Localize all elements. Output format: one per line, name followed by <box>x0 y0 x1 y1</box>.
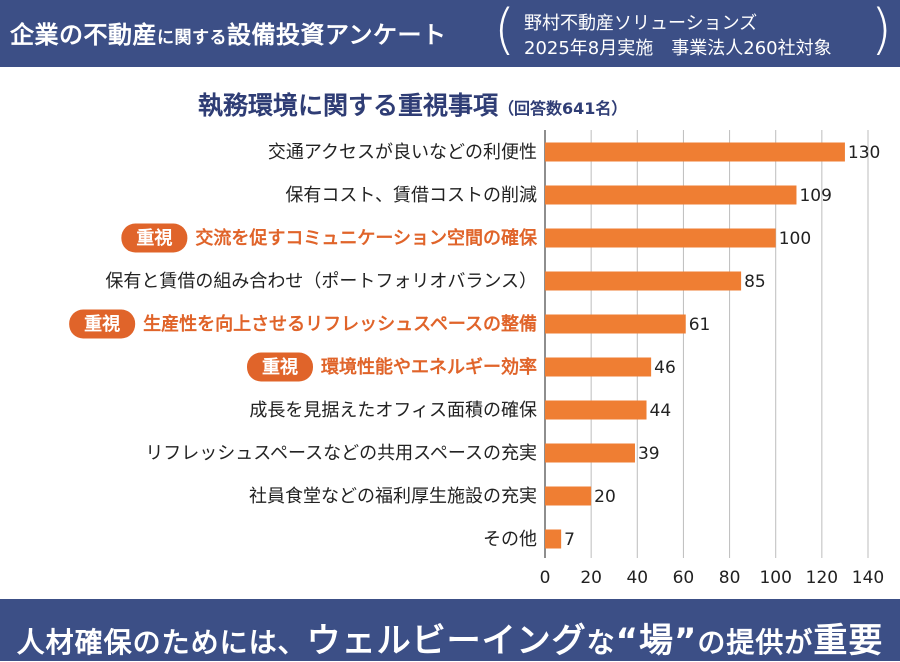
category-label-3: 交流を促すコミュニケーション空間の確保 <box>195 227 538 249</box>
value-label-10: 7 <box>564 530 575 550</box>
bar-1 <box>545 142 845 162</box>
emphasis-badge-label-3: 重視 <box>136 227 172 249</box>
footer-message: 人材確保のためには、ウェルビーイングな“場”の提供が重要 <box>0 613 900 662</box>
category-label-8: リフレッシュスペースなどの共用スペースの充実 <box>145 443 537 464</box>
category-label-1: 交通アクセスが良いなどの利便性 <box>268 142 537 163</box>
category-label-5: 生産性を向上させるリフレッシュスペースの整備 <box>143 313 537 335</box>
right-paren: ) <box>870 0 892 61</box>
chart-title-note: （回答数641名） <box>498 99 628 118</box>
x-tick-label-80: 80 <box>719 568 741 588</box>
survey-title-part-a: 企業の不動産 <box>10 21 157 49</box>
bar-5 <box>545 314 686 334</box>
value-label-4: 85 <box>744 272 766 292</box>
category-label-2: 保有コスト、賃借コストの削減 <box>285 185 537 206</box>
category-label-7: 成長を見据えたオフィス面積の確保 <box>249 400 537 421</box>
emphasis-badge-5 <box>69 309 136 339</box>
bar-7 <box>545 400 647 420</box>
value-label-3: 100 <box>779 229 811 249</box>
footer-part-4: “場” <box>615 621 698 661</box>
value-label-1: 130 <box>848 143 880 163</box>
chart-title-main: 執務環境に関する重視事項 <box>198 91 499 120</box>
survey-title-part-b: に関する <box>157 28 227 48</box>
source-company: 野村不動産ソリューションズ <box>524 13 758 34</box>
bar-2 <box>545 185 797 205</box>
x-tick-label-20: 20 <box>580 568 602 588</box>
bar-8 <box>545 443 635 463</box>
category-label-10: その他 <box>483 529 537 550</box>
bar-10 <box>545 529 562 549</box>
x-tick-label-100: 100 <box>759 568 791 588</box>
header-banner: 企業の不動産に関する設備投資アンケート ( ) 野村不動産ソリューションズ 20… <box>0 0 900 67</box>
x-tick-label-120: 120 <box>806 568 838 588</box>
bar-3 <box>545 228 776 248</box>
bar-6 <box>545 357 652 377</box>
survey-title: 企業の不動産に関する設備投資アンケート <box>10 15 447 50</box>
category-label-6: 環境性能やエネルギー効率 <box>321 356 537 378</box>
source-box: ( ) 野村不動産ソリューションズ 2025年8月実施 事業法人260社対象 <box>494 1 892 61</box>
value-label-9: 20 <box>594 487 616 507</box>
x-tick-label-60: 60 <box>673 568 695 588</box>
emphasis-badge-6 <box>247 352 313 382</box>
category-label-9: 社員食堂などの福利厚生施設の充実 <box>249 486 537 507</box>
value-label-6: 46 <box>654 358 676 378</box>
chart-title: 執務環境に関する重視事項（回答数641名） <box>198 86 627 122</box>
bar-9 <box>545 486 592 506</box>
value-label-7: 44 <box>650 401 672 421</box>
footer-part-1: 人材確保のためには、 <box>16 626 307 659</box>
x-tick-label-0: 0 <box>540 568 551 588</box>
value-label-5: 61 <box>689 315 711 335</box>
value-label-2: 109 <box>799 186 831 206</box>
source-details: 2025年8月実施 事業法人260社対象 <box>524 38 832 59</box>
x-tick-label-140: 140 <box>852 568 884 588</box>
emphasis-badge-label-5: 重視 <box>84 313 120 335</box>
survey-title-part-c: 設備投資アンケート <box>227 21 447 49</box>
x-tick-label-40: 40 <box>626 568 648 588</box>
category-label-4: 保有と賃借の組み合わせ（ポートフォリオバランス） <box>105 271 537 292</box>
emphasis-badge-3 <box>121 223 188 253</box>
value-label-8: 39 <box>638 444 660 464</box>
bar-4 <box>545 271 742 291</box>
left-paren: ( <box>494 0 516 61</box>
footer-part-3: な <box>586 626 616 659</box>
bar-chart: 0 20 40 60 80 100 120 140 交通アクセスが良いなどの利便性 130 保有コス… <box>69 130 884 588</box>
footer-part-6: 重要 <box>813 621 884 661</box>
footer-part-2: ウェルビーイング <box>306 621 587 661</box>
emphasis-badge-label-6: 重視 <box>262 356 298 378</box>
footer-banner: 人材確保のためには、ウェルビーイングな“場”の提供が重要 <box>0 599 900 661</box>
footer-part-5: の提供が <box>697 626 814 659</box>
